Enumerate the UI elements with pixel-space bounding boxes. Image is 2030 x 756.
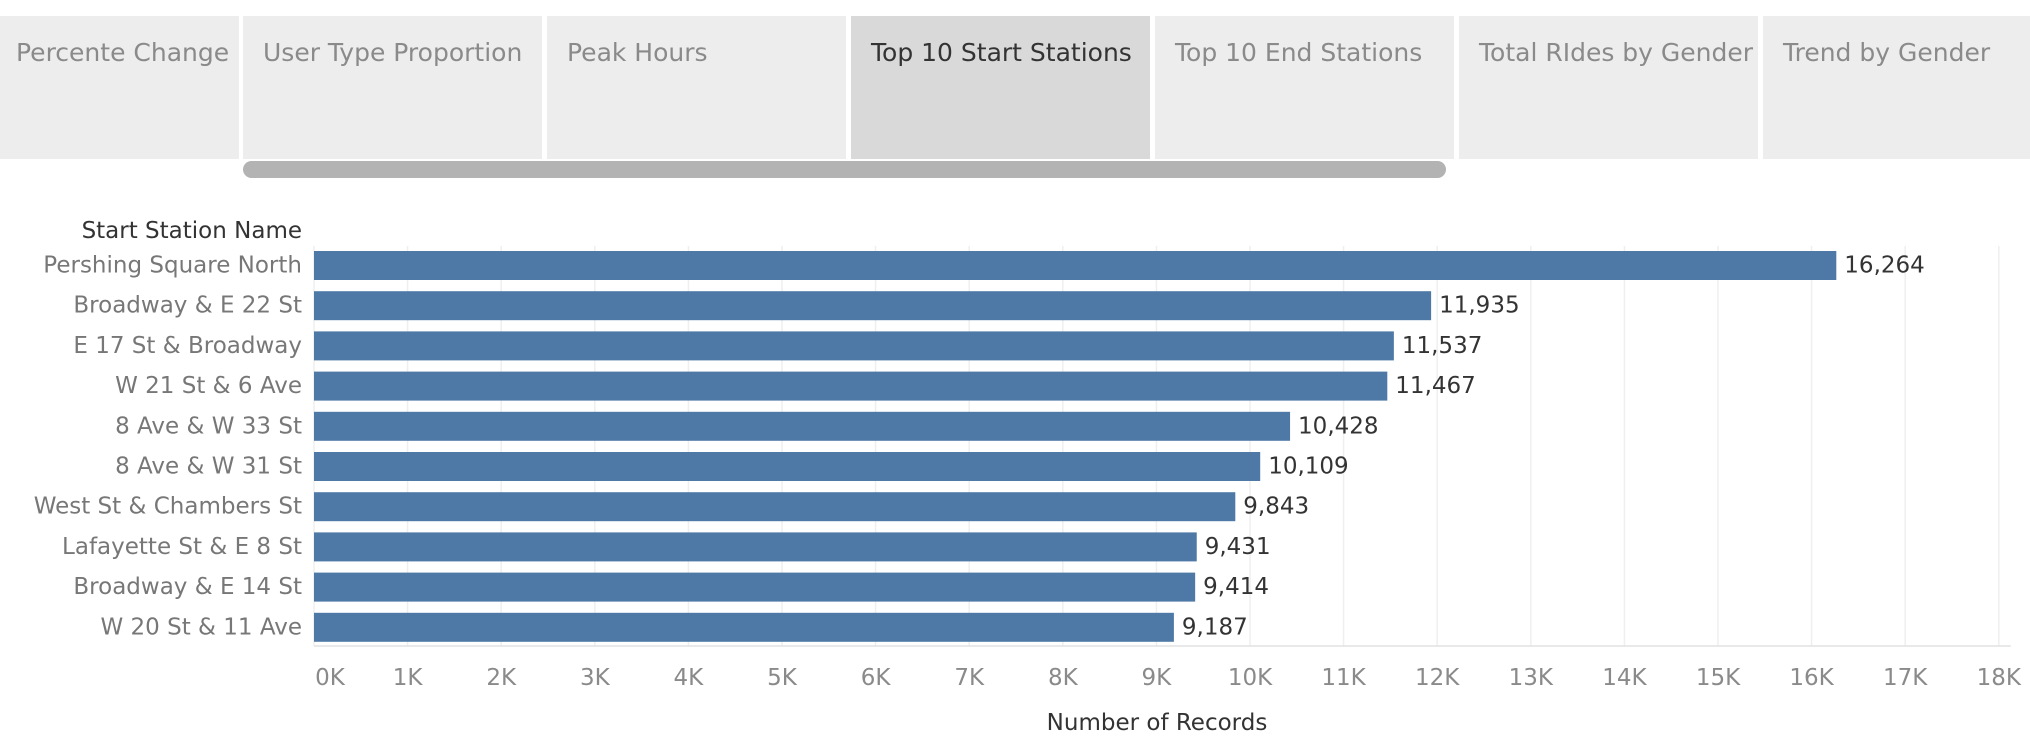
x-tick-label-11k: 11K xyxy=(1321,665,1366,691)
x-tick-label-10k: 10K xyxy=(1228,665,1273,691)
x-tick-label-6k: 6K xyxy=(861,665,892,691)
bar-10[interactable] xyxy=(314,612,1174,642)
category-label-10: W 20 St & 11 Ave xyxy=(100,614,302,640)
category-label-3: E 17 St & Broadway xyxy=(73,333,302,359)
x-tick-label-4k: 4K xyxy=(674,665,705,691)
tab-top-10-start-stations[interactable]: Top 10 Start Stations xyxy=(851,16,1150,159)
value-label-5: 10,428 xyxy=(1298,413,1378,439)
category-label-9: Broadway & E 14 St xyxy=(73,574,302,600)
value-label-3: 11,537 xyxy=(1402,333,1482,359)
tab-peak-hours[interactable]: Peak Hours xyxy=(547,16,846,159)
bar-7[interactable] xyxy=(314,492,1236,522)
bar-3[interactable] xyxy=(314,331,1394,361)
tab-strip-scrollbar[interactable] xyxy=(243,161,1446,178)
value-label-10: 9,187 xyxy=(1182,614,1248,640)
tab-percente-change[interactable]: Percente Change xyxy=(0,16,239,159)
bar-9[interactable] xyxy=(314,572,1196,602)
tab-user-type-proportion[interactable]: User Type Proportion xyxy=(243,16,542,159)
x-tick-label-14k: 14K xyxy=(1602,665,1647,691)
value-label-8: 9,431 xyxy=(1205,534,1271,560)
tab-total-rides-by-gender[interactable]: Total RIdes by Gender xyxy=(1459,16,1758,159)
x-tick-label-16k: 16K xyxy=(1789,665,1834,691)
bar-6[interactable] xyxy=(314,452,1261,481)
value-label-1: 16,264 xyxy=(1844,253,1924,279)
bar-2[interactable] xyxy=(314,291,1432,321)
x-tick-label-17k: 17K xyxy=(1883,665,1928,691)
x-tick-label-3k: 3K xyxy=(580,665,611,691)
category-label-5: 8 Ave & W 33 St xyxy=(115,413,302,439)
tab-top-10-end-stations[interactable]: Top 10 End Stations xyxy=(1155,16,1454,159)
bar-5[interactable] xyxy=(314,411,1291,441)
x-tick-label-15k: 15K xyxy=(1696,665,1741,691)
sheet-tab-strip: Percente Change User Type Proportion Pea… xyxy=(0,16,2030,159)
x-tick-label-13k: 13K xyxy=(1509,665,1554,691)
category-labels: Pershing Square North Broadway & E 22 St E… xyxy=(34,253,302,641)
x-tick-label-8k: 8K xyxy=(1048,665,1079,691)
bar-1[interactable] xyxy=(314,251,1837,280)
tab-trend-by-gender[interactable]: Trend by Gender xyxy=(1763,16,2030,159)
x-axis-ticks: 0K 1K 2K 3K 4K 5K 6K 7K 8K 9K 10K 11K 12K 13K 14K 15K 16… xyxy=(315,665,2022,691)
category-label-7: West St & Chambers St xyxy=(34,494,302,520)
value-label-4: 11,467 xyxy=(1395,373,1475,399)
x-tick-label-0k: 0K xyxy=(315,665,346,691)
row-header: Start Station Name xyxy=(82,218,302,244)
x-tick-label-7k: 7K xyxy=(954,665,985,691)
bar-8[interactable] xyxy=(314,532,1197,562)
value-label-9: 9,414 xyxy=(1203,574,1269,600)
x-tick-label-12k: 12K xyxy=(1415,665,1460,691)
value-label-6: 10,109 xyxy=(1268,454,1348,480)
x-axis-title: Number of Records xyxy=(1047,710,1268,736)
x-tick-label-9k: 9K xyxy=(1142,665,1173,691)
category-label-1: Pershing Square North xyxy=(43,253,302,279)
category-label-4: W 21 St & 6 Ave xyxy=(115,373,302,399)
value-label-7: 9,843 xyxy=(1243,494,1309,520)
x-tick-label-18k: 18K xyxy=(1977,665,2022,691)
category-label-6: 8 Ave & W 31 St xyxy=(115,454,302,480)
x-tick-label-5k: 5K xyxy=(767,665,798,691)
bar-4[interactable] xyxy=(314,371,1388,401)
bars xyxy=(314,251,1837,642)
category-label-8: Lafayette St & E 8 St xyxy=(62,534,302,560)
category-label-2: Broadway & E 22 St xyxy=(73,293,302,319)
value-label-2: 11,935 xyxy=(1439,293,1519,319)
x-tick-label-2k: 2K xyxy=(486,665,517,691)
value-labels: 16,264 11,935 11,537 11,467 10,428 10,109 9,84… xyxy=(1182,253,1925,641)
x-tick-label-1k: 1K xyxy=(393,665,424,691)
